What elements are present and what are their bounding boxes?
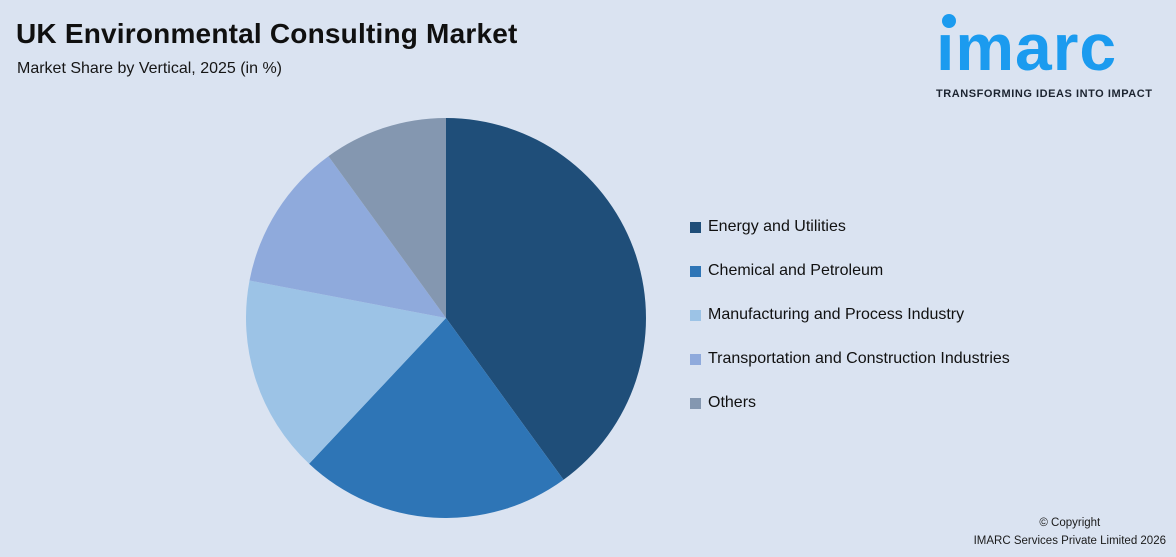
legend: Energy and Utilities Chemical and Petrol… bbox=[690, 218, 1010, 438]
legend-label: Transportation and Construction Industri… bbox=[708, 350, 1010, 367]
legend-item-chemical-and-petroleum: Chemical and Petroleum bbox=[690, 262, 1010, 280]
page-subtitle: Market Share by Vertical, 2025 (in %) bbox=[17, 60, 283, 77]
pie-slice-others bbox=[328, 118, 446, 318]
imarc-tagline: TRANSFORMING IDEAS INTO IMPACT bbox=[936, 88, 1153, 100]
imarc-wordmark-text: ımarc bbox=[936, 10, 1118, 84]
page-title: UK Environmental Consulting Market bbox=[16, 18, 518, 49]
legend-item-others: Others bbox=[690, 394, 1010, 412]
legend-label: Energy and Utilities bbox=[708, 218, 846, 235]
copyright-line-1: © Copyright bbox=[1039, 517, 1101, 530]
legend-item-transportation-and-construction-industries: Transportation and Construction Industri… bbox=[690, 350, 1010, 368]
copyright-notice: © Copyright IMARC Services Private Limit… bbox=[974, 515, 1166, 551]
imarc-logo: ımarc TRANSFORMING IDEAS INTO IMPACT bbox=[936, 8, 1168, 100]
legend-swatch-chemical-and-petroleum-icon bbox=[690, 265, 701, 277]
pie-slice-energy-and-utilities bbox=[446, 118, 646, 480]
legend-item-manufacturing-and-process-industry: Manufacturing and Process Industry bbox=[690, 306, 1010, 324]
imarc-wordmark: ımarc bbox=[936, 8, 1168, 86]
legend-label: Manufacturing and Process Industry bbox=[708, 306, 965, 323]
pie-slice-chemical-and-petroleum bbox=[309, 318, 564, 518]
legend-swatch-energy-and-utilities-icon bbox=[690, 221, 701, 233]
legend-label: Chemical and Petroleum bbox=[708, 262, 884, 279]
pie-slice-transportation-and-construction-industries bbox=[249, 156, 446, 318]
imarc-i-dot-icon bbox=[942, 14, 956, 28]
legend-label: Others bbox=[708, 394, 757, 411]
legend-swatch-others-icon bbox=[690, 397, 701, 409]
copyright-line-2: IMARC Services Private Limited 2026 bbox=[973, 535, 1166, 548]
legend-item-energy-and-utilities: Energy and Utilities bbox=[690, 218, 1010, 236]
legend-swatch-manufacturing-and-process-industry-icon bbox=[690, 309, 701, 321]
pie-chart bbox=[246, 118, 646, 518]
legend-swatch-transportation-and-construction-industries-icon bbox=[690, 353, 701, 365]
pie-slice-manufacturing-and-process-industry bbox=[246, 280, 446, 464]
